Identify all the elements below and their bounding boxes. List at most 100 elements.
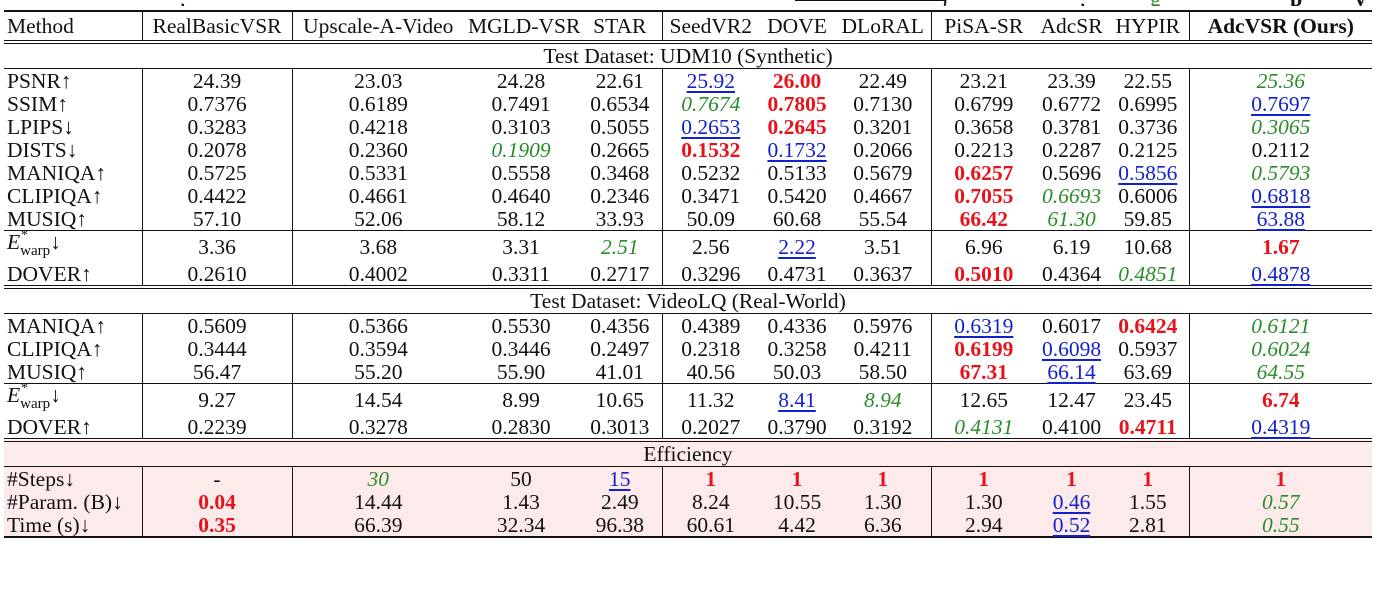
value-cell: 0.55 [1189, 512, 1372, 538]
table-row: CLIPIQA↑ 0.4422 0.4661 0.4640 0.2346 0.3471 0.… [4, 184, 1372, 207]
value: 10.55 [772, 489, 822, 514]
value-cell: 50.09 [662, 207, 759, 231]
value-third: 0.55 [1261, 512, 1300, 537]
value-cell: 0.2717 [578, 262, 663, 287]
value: 0.3736 [1118, 114, 1178, 139]
metric-label: E * warp↓ [4, 381, 143, 415]
value-cell: 10.68 [1107, 230, 1190, 262]
value-second: 8.41 [778, 387, 816, 412]
table-row: SSIM↑ 0.7376 0.6189 0.7491 0.6534 0.7674 0.780… [4, 92, 1372, 115]
value-cell: 0.4711 [1107, 415, 1190, 440]
value-cell: 0.3781 [1036, 115, 1107, 138]
value: 4.42 [778, 512, 816, 537]
value: 8.24 [691, 489, 730, 514]
value: 0.3468 [590, 160, 650, 185]
value-cell: 0.4731 [759, 262, 835, 287]
value-cell: 0.5232 [662, 161, 759, 184]
table-row: #Param. (B)↓ 0.04 14.44 1.43 2.49 8.24 10.55 1.… [4, 490, 1372, 513]
value-cell: 22.55 [1107, 68, 1190, 92]
value-cell: 26.00 [759, 68, 835, 92]
value-cell: 0.57 [1189, 490, 1372, 513]
value: 12.47 [1047, 387, 1096, 412]
metric-label: MUSIQ↑ [4, 360, 143, 384]
value-cell: 0.2346 [578, 184, 663, 207]
value-cell: 0.1532 [662, 138, 759, 161]
metric-label: PSNR↑ [4, 68, 143, 92]
value-cell: 0.6693 [1036, 184, 1107, 207]
value-cell: 10.65 [578, 383, 663, 415]
value-cell: 0.2645 [759, 115, 835, 138]
caption-bold-glyph: p [1290, 0, 1302, 6]
value-cell: 0.4319 [1189, 415, 1372, 440]
value: 3.68 [359, 234, 398, 259]
value: 0.3637 [853, 261, 913, 286]
value: 56.47 [192, 359, 242, 384]
value-cell: 0.2287 [1036, 138, 1107, 161]
value: 0.3658 [954, 114, 1014, 139]
value-cell: 63.69 [1107, 360, 1190, 384]
section-title: Efficiency [4, 438, 1372, 467]
value-cell: 0.7055 [931, 184, 1036, 207]
header-realbasicvsr: RealBasicVSR [142, 10, 293, 42]
comparison-table: Method RealBasicVSR Upscale-A-Video MGLD… [4, 10, 1372, 538]
value: 0.3444 [187, 336, 247, 361]
value: 0.5055 [590, 114, 650, 139]
metric-label: LPIPS↓ [4, 115, 143, 138]
value-best: 1.67 [1261, 234, 1300, 259]
value-cell: 1.55 [1107, 490, 1190, 513]
value: 52.06 [354, 206, 403, 231]
value-cell: 60.61 [662, 513, 759, 538]
value: 1.30 [863, 489, 902, 514]
value-cell: 0.3201 [835, 115, 932, 138]
value-best: 1 [1142, 466, 1154, 491]
table-row: E * warp↓ 9.27 14.54 8.99 10.65 11.32 8.41 8.94 12… [4, 381, 1372, 415]
value-cell: 0.4878 [1189, 262, 1372, 287]
metric-label: DOVER↑ [4, 415, 143, 440]
caption-bold-glyph: y [1355, 0, 1366, 6]
table-row: #Steps↓ - 30 50 15 1 1 1 1 1 1 1 [4, 466, 1372, 491]
value-second: 15 [609, 466, 631, 491]
value-cell: 0.3258 [759, 337, 835, 360]
value-cell: 0.6818 [1189, 184, 1372, 207]
value: 0.2213 [954, 137, 1014, 162]
value-cell: 0.6799 [931, 92, 1036, 115]
value-second: 0.2653 [681, 114, 741, 139]
value-second: 63.88 [1256, 206, 1305, 231]
value-cell: 0.2112 [1189, 138, 1372, 161]
value-best: 1 [705, 466, 717, 491]
value: 50.03 [772, 359, 822, 384]
value-cell: 59.85 [1107, 207, 1190, 231]
value-cell: 1 [1107, 466, 1190, 491]
value: 40.56 [686, 359, 735, 384]
value-cell: 0.4100 [1036, 415, 1107, 440]
value: 0.2112 [1251, 137, 1310, 162]
value: 0.5420 [767, 183, 827, 208]
value-cell: 0.5725 [142, 161, 293, 184]
value: 0.4731 [767, 261, 827, 286]
value: 8.99 [502, 387, 540, 412]
value: 14.54 [354, 387, 403, 412]
direction-arrow: ↓ [50, 230, 61, 254]
value-cell: 0.4356 [578, 313, 663, 337]
value-cell: 12.65 [931, 383, 1036, 415]
header-pisa-sr: PiSA-SR [931, 10, 1036, 42]
value-cell: 0.52 [1036, 513, 1107, 538]
value-cell: 0.4218 [292, 115, 464, 138]
value-cell: 3.31 [464, 230, 578, 262]
value-cell: 1.30 [931, 490, 1036, 513]
value-cell: 58.12 [464, 207, 578, 231]
value-cell: 64.55 [1189, 360, 1372, 384]
value-third: 2.51 [600, 234, 639, 259]
value-best: 0.35 [198, 512, 236, 537]
value-cell: 66.39 [292, 513, 464, 538]
table-row: LPIPS↓ 0.3283 0.4218 0.3103 0.5055 0.2653 0.26… [4, 115, 1372, 138]
value-cell: 0.2610 [142, 262, 293, 287]
metric-label: Time (s)↓ [4, 513, 143, 538]
value-third: 64.55 [1256, 359, 1305, 384]
value-third: 0.4131 [954, 414, 1014, 439]
value-third: 0.1909 [491, 137, 551, 162]
value: 0.3192 [853, 414, 913, 439]
value-cell: 15 [578, 466, 663, 491]
section-title: Test Dataset: UDM10 (Synthetic) [4, 40, 1372, 69]
value-cell: 0.3444 [142, 336, 293, 361]
